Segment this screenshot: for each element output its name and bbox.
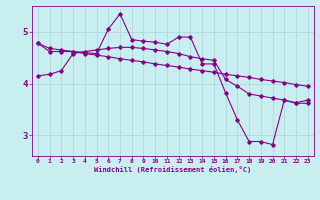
X-axis label: Windchill (Refroidissement éolien,°C): Windchill (Refroidissement éolien,°C) [94,166,252,173]
